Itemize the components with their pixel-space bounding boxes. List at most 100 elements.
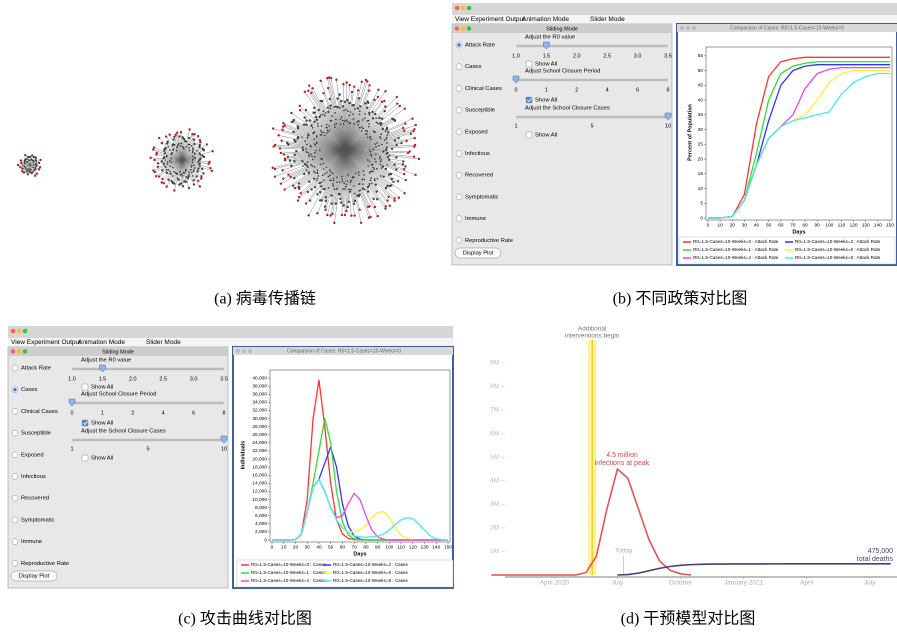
radio-button[interactable] — [456, 194, 462, 200]
network-node — [335, 202, 337, 204]
radio-button[interactable] — [456, 172, 462, 178]
option-label[interactable]: Immune — [21, 539, 42, 545]
network-node — [358, 108, 360, 110]
option-label[interactable]: Susceptible — [21, 431, 51, 437]
checkbox[interactable] — [82, 455, 88, 461]
network-node — [169, 149, 171, 151]
option-label[interactable]: Recovered — [465, 173, 493, 179]
menu-item[interactable]: Animation Mode — [522, 16, 569, 23]
option-label[interactable]: Exposed — [465, 129, 488, 135]
network-node — [341, 116, 343, 118]
window-button[interactable] — [236, 349, 240, 353]
option-label[interactable]: Clinical Cases — [465, 86, 502, 92]
radio-button[interactable] — [12, 365, 18, 371]
window-button[interactable] — [461, 6, 466, 11]
option-label[interactable]: Reproductive Rate — [21, 561, 69, 567]
radio-button[interactable] — [12, 539, 18, 545]
radio-button[interactable] — [12, 495, 18, 501]
slider-tick-label: 1.0 — [512, 53, 520, 59]
checkbox[interactable] — [82, 384, 88, 390]
option-label[interactable]: Symptomatic — [465, 194, 499, 200]
slider-tick-label: 5 — [590, 123, 593, 129]
network-node — [354, 108, 356, 110]
window-title: Sliding Mode — [546, 26, 578, 32]
network-node — [27, 168, 29, 170]
network-node — [340, 100, 342, 102]
checkbox-label[interactable]: Show All — [91, 385, 113, 391]
radio-button[interactable] — [12, 430, 18, 436]
radio-button[interactable] — [456, 85, 462, 91]
menu-item[interactable]: View Experiment Output — [455, 16, 525, 23]
option-label[interactable]: Attack Rate — [465, 43, 495, 49]
option-label[interactable]: Symptomatic — [21, 517, 55, 523]
radio-button[interactable] — [456, 107, 462, 113]
checkbox-label[interactable]: Show All — [535, 62, 557, 68]
network-node — [292, 185, 294, 187]
window-button[interactable] — [455, 6, 460, 11]
option-label[interactable]: Infectious — [465, 151, 490, 157]
window-button[interactable] — [692, 26, 696, 30]
network-node — [395, 156, 397, 158]
window-button[interactable] — [248, 349, 252, 353]
window-button[interactable] — [242, 349, 246, 353]
option-label[interactable]: Recovered — [21, 496, 49, 502]
option-label[interactable]: Attack Rate — [21, 366, 51, 372]
radio-button[interactable] — [12, 560, 18, 566]
checkbox-label[interactable]: Show All — [91, 421, 113, 427]
window-button[interactable] — [23, 349, 27, 353]
option-label[interactable]: Cases — [465, 64, 482, 70]
checkbox[interactable] — [526, 132, 532, 138]
option-label[interactable]: Cases — [21, 387, 38, 393]
radio-button[interactable] — [12, 517, 18, 523]
radio-button[interactable] — [456, 129, 462, 135]
radio-button[interactable] — [12, 452, 18, 458]
option-label[interactable]: Immune — [465, 216, 486, 222]
window-button[interactable] — [461, 26, 465, 30]
option-label[interactable]: Reproductive Rate — [465, 238, 513, 244]
radio-button[interactable] — [12, 474, 18, 480]
checkbox[interactable] — [82, 420, 88, 426]
window-button[interactable] — [11, 349, 15, 353]
window-button[interactable] — [686, 26, 690, 30]
window-button[interactable] — [467, 6, 472, 11]
x-tick-label: July — [612, 580, 624, 587]
network-node — [192, 149, 194, 151]
window-button[interactable] — [11, 329, 16, 334]
option-label[interactable]: Infectious — [21, 474, 46, 480]
menu-item[interactable]: Slider Mode — [590, 16, 625, 23]
option-label[interactable]: Clinical Cases — [21, 409, 58, 415]
network-node — [327, 131, 329, 133]
checkbox-label[interactable]: Show All — [535, 133, 557, 139]
menu-item[interactable]: Animation Mode — [78, 339, 125, 346]
network-node — [366, 80, 368, 82]
radio-button[interactable] — [456, 237, 462, 243]
window-button[interactable] — [23, 329, 28, 334]
network-node — [412, 130, 414, 132]
window-button[interactable] — [467, 26, 471, 30]
window-button[interactable] — [17, 329, 22, 334]
window-button[interactable] — [680, 26, 684, 30]
radio-button[interactable] — [456, 216, 462, 222]
menu-item[interactable]: Slider Mode — [146, 339, 181, 346]
checkbox-label[interactable]: Show All — [535, 98, 557, 104]
checkbox[interactable] — [526, 61, 532, 67]
network-node — [172, 175, 174, 177]
radio-button[interactable] — [456, 64, 462, 70]
checkbox-label[interactable]: Show All — [91, 456, 113, 462]
window-button[interactable] — [455, 26, 459, 30]
radio-button[interactable] — [12, 408, 18, 414]
figure: (a) 病毒传播链 (b) 不同政策对比图 (c) 攻击曲线对比图 (d) 干预… — [0, 0, 897, 633]
radio-button[interactable] — [456, 151, 462, 157]
menu-item[interactable]: View Experiment Output — [11, 339, 81, 346]
option-label[interactable]: Exposed — [21, 452, 44, 458]
network-node — [161, 169, 163, 171]
network-node — [346, 183, 348, 185]
checkbox[interactable] — [526, 97, 532, 103]
button-label[interactable]: Display Plot — [19, 574, 50, 580]
slider-tick-label: 2.0 — [129, 376, 137, 382]
network-node — [314, 111, 316, 113]
network-node — [386, 153, 388, 155]
option-label[interactable]: Susceptible — [465, 108, 495, 114]
window-button[interactable] — [17, 349, 21, 353]
button-label[interactable]: Display Plot — [463, 251, 494, 257]
